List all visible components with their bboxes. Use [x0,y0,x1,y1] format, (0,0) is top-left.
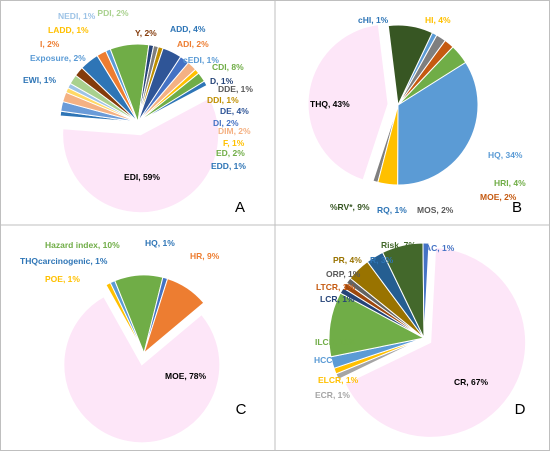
slice-label: ILCR, 11% [315,337,357,347]
slice-label: ELCR, 1% [318,375,359,385]
pie-chart-a: EDI, 59% EWI, 1% Exposure, 2% I, 2% LADD, 1%… [23,8,253,216]
slice-label: POE, 1% [45,274,80,284]
panel-letter: C [236,401,247,418]
slice-label: LTCR, 1% [316,282,355,292]
slice-label: DDI, 1% [207,95,239,105]
slice-d-ilcr [328,292,426,358]
slice-label: F, 1% [223,138,245,148]
slice-label: DI, 2% [213,118,239,128]
slice-label: CDI, 8% [212,62,244,72]
panel-letter: B [512,199,522,216]
slice-label: HCC, 2% [314,355,350,365]
pie-chart-b: THQ, 43% cHI, 1% HI, 4% HQ, 34% HRI, 4% MOE, … [307,15,526,216]
slice-b-thq [307,24,389,181]
slice-a-edd [137,80,208,123]
slice-label: ORP, 1% [326,269,361,279]
panel-letter: A [235,199,245,216]
slice-a-edi [62,97,220,214]
slice-label: THQcarcinogenic, 1% [20,256,108,266]
slice-label: EDD, 1% [211,161,246,171]
slice-label: MOE, 2% [480,192,517,202]
slice-label: ED, 2% [216,148,245,158]
slice-c-hr [143,278,205,355]
slice-label: CR, 67% [454,377,488,387]
slice-label: I, 2% [40,39,60,49]
slice-c-moe [63,296,221,444]
slice-label: LCR, 1% [320,294,355,304]
slice-label: DIM, 2% [218,126,251,136]
slice-label: PDI, 2% [97,8,129,18]
slice-label: Risk, 7% [381,240,416,250]
slice-label: NEDI, 1% [58,11,96,21]
slice-label: cHI, 1% [358,15,389,25]
slice-label: ADD, 4% [170,24,206,34]
slice-label: Exposure, 2% [30,53,86,63]
slice-label: THQ, 43% [310,99,350,109]
slice-label: MOS, 2% [417,205,454,215]
slice-label: EDI, 59% [124,172,160,182]
panel-letter: D [515,401,526,418]
slice-label: D, 1% [210,76,234,86]
slice-label: HRI, 4% [494,178,526,188]
slice-label: %RV*, 9% [330,202,370,212]
slice-d-ac [422,242,430,339]
slice-label: AC, 1% [425,243,455,253]
slice-label: Y, 2% [135,28,157,38]
slice-label: DDE, 1% [218,84,253,94]
pie-chart-d: CR, 67% ECR, 1% ELCR, 1% HCC, 2% ILCR, 11% LC… [314,240,527,438]
slice-label: HR, 9% [190,251,220,261]
slice-label: HI, 4% [425,15,451,25]
slice-label: HQ, 34% [488,150,523,160]
slice-label: MOE, 78% [165,371,207,381]
slice-label: LADD, 1% [48,25,89,35]
slice-label: cEDI, 1% [183,55,219,65]
slice-label: DE, 4% [220,106,249,116]
slice-label: EWI, 1% [23,75,57,85]
slice-b-rv [387,24,433,107]
slice-d-cr [344,247,527,438]
slice-label: RQ, 1% [377,205,407,215]
slice-label: ADI, 2% [177,39,209,49]
slice-label: PR, 4% [333,255,362,265]
slice-label: Hazard index, 10% [45,240,120,250]
slice-label: ECR, 1% [315,390,350,400]
slice-label: R, 3% [370,255,394,265]
pie-chart-c: MOE, 78% POE, 1% THQcarcinogenic, 1% Hazard… [20,238,247,444]
slice-label: HQ, 1% [145,238,175,248]
